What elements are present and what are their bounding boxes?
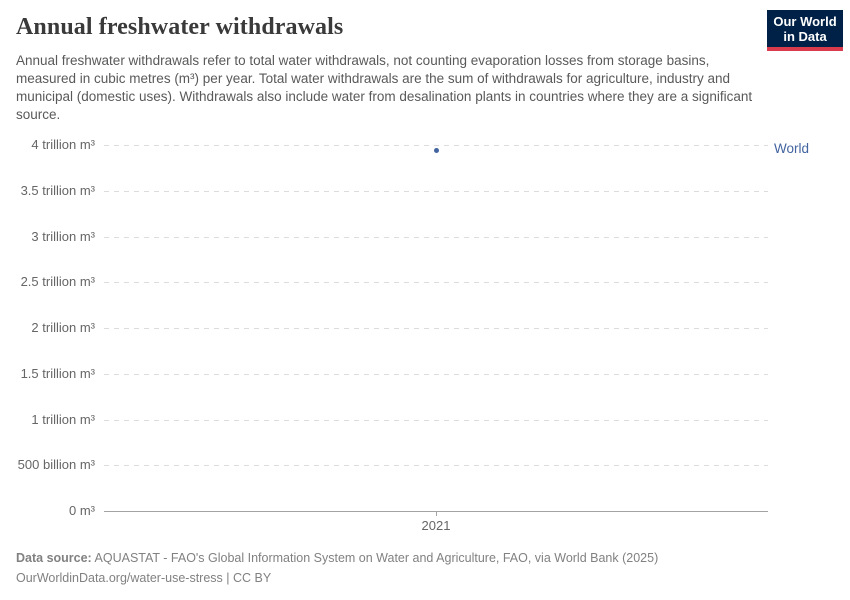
gridline [104, 328, 768, 329]
license-line: OurWorldinData.org/water-use-stress | CC… [16, 568, 658, 588]
gridline [104, 236, 768, 238]
data-source-label: Data source: [16, 551, 92, 565]
chart-subtitle: Annual freshwater withdrawals refer to t… [16, 53, 753, 122]
owid-logo[interactable]: Our World in Data [767, 10, 843, 51]
y-axis-tick-label: 3 trillion m³ [31, 228, 95, 244]
data-source-line: Data source: AQUASTAT - FAO's Global Inf… [16, 548, 658, 568]
gridline [104, 190, 768, 192]
footer-url-link[interactable]: OurWorldinData.org/water-use-stress [16, 571, 223, 585]
x-axis-tick-label: 2021 [421, 518, 451, 533]
license-label: CC BY [232, 571, 272, 585]
y-axis-tick-label: 3.5 trillion m³ [20, 182, 95, 198]
gridline [104, 145, 768, 146]
y-axis-tick-label: 2.5 trillion m³ [20, 274, 95, 290]
entity-label-world[interactable]: World [774, 141, 810, 157]
y-axis-tick-label: 2 trillion m³ [31, 320, 95, 335]
owid-logo-line2: in Data [783, 29, 827, 44]
data-source-text: AQUASTAT - FAO's Global Information Syst… [91, 551, 659, 565]
y-axis-tick-label: 500 billion m³ [17, 457, 95, 473]
x-axis-tick [436, 511, 437, 516]
y-axis-tick-label: 0 m³ [69, 503, 95, 518]
y-axis-tick-label: 1.5 trillion m³ [20, 365, 95, 381]
gridline [104, 282, 768, 284]
y-axis-tick-label: 4 trillion m³ [31, 137, 95, 152]
data-point-world[interactable] [433, 147, 439, 153]
owid-logo-line1: Our World [773, 14, 837, 29]
footer-separator: | [222, 571, 233, 585]
gridline [104, 373, 768, 375]
y-axis-tick-label: 1 trillion m³ [31, 411, 95, 427]
page-title: Annual freshwater withdrawals [16, 14, 344, 40]
chart-footer: Data source: AQUASTAT - FAO's Global Inf… [16, 548, 658, 588]
gridline [104, 465, 768, 467]
gridline [104, 419, 768, 421]
